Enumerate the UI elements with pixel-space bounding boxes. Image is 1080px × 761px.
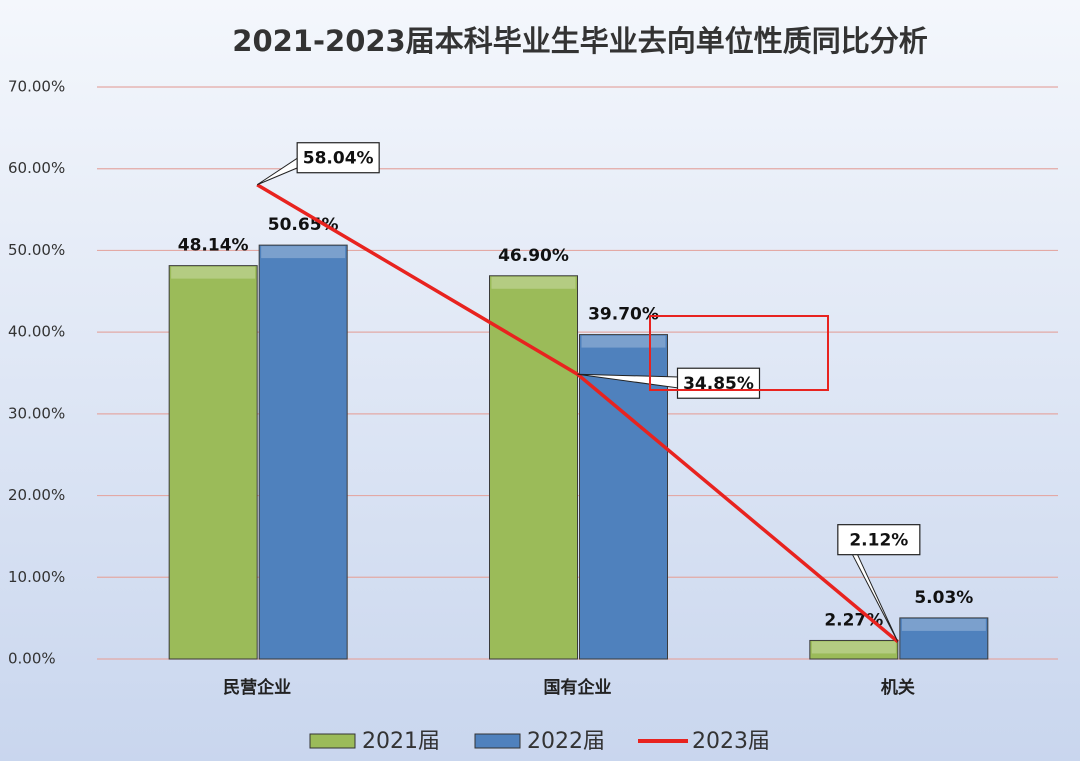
value-label: 5.03% <box>914 588 973 608</box>
y-tick-label: 30.00% <box>8 404 65 422</box>
bar-highlight <box>811 641 896 654</box>
value-label: 48.14% <box>178 236 249 256</box>
chart-title: 2021-2023届本科毕业生毕业去向单位性质同比分析 <box>232 24 927 58</box>
y-tick-label: 50.00% <box>8 241 65 259</box>
callout-label: 58.04% <box>303 149 374 169</box>
y-tick-label: 10.00% <box>8 568 65 586</box>
bar-highlight <box>901 618 986 631</box>
value-label: 39.70% <box>588 305 659 325</box>
callout-label: 34.85% <box>683 374 754 394</box>
callout: 2.12% <box>837 524 921 642</box>
bar <box>809 639 899 660</box>
callout-box <box>676 367 761 399</box>
legend-swatch <box>309 733 356 749</box>
bar-highlight <box>261 246 346 259</box>
x-tick-label: 机关 <box>881 677 915 698</box>
value-label: 46.90% <box>498 246 569 266</box>
highlight-box <box>649 315 829 391</box>
bar-highlight <box>581 335 666 348</box>
value-label: 50.65% <box>268 215 339 235</box>
bar <box>168 265 258 660</box>
y-tick-label: 20.00% <box>8 486 65 504</box>
callout-box <box>296 142 380 174</box>
bar-highlight <box>171 266 256 279</box>
bar <box>489 275 578 660</box>
x-tick-label: 民营企业 <box>223 677 291 698</box>
bar-highlight <box>491 276 576 289</box>
bar <box>258 244 348 660</box>
y-tick-label: 0.00% <box>8 650 56 668</box>
legend-swatch <box>474 733 521 749</box>
callout-label: 2.12% <box>849 531 908 551</box>
callout: 58.04% <box>256 142 380 186</box>
legend-label: 2022届 <box>527 729 605 754</box>
y-tick-label: 60.00% <box>8 159 65 177</box>
y-tick-label: 40.00% <box>8 323 65 341</box>
bar <box>899 617 989 660</box>
y-tick-label: 70.00% <box>8 78 65 96</box>
legend-label: 2023届 <box>692 729 770 754</box>
x-tick-label: 国有企业 <box>544 677 612 698</box>
legend-label: 2021届 <box>362 729 440 754</box>
callout-box <box>837 524 921 556</box>
